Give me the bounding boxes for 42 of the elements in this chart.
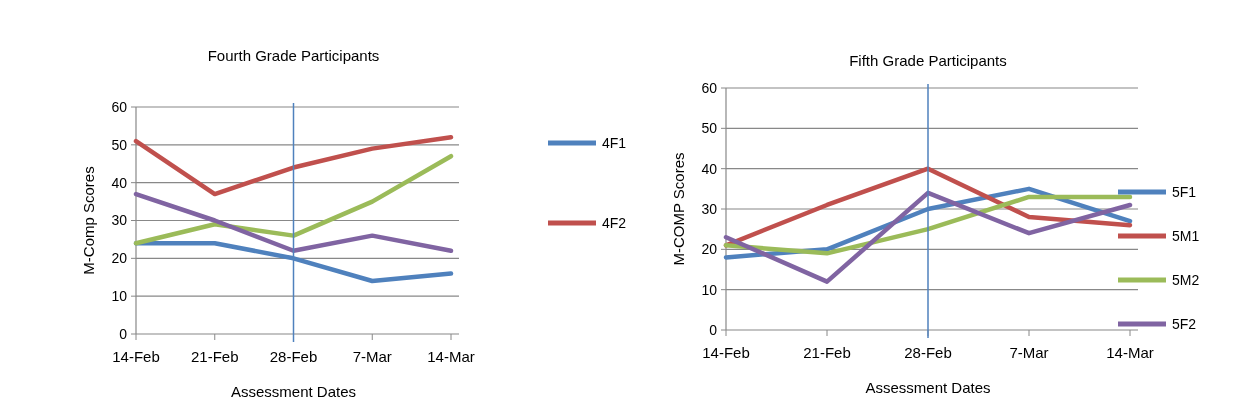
y-tick-label: 60	[111, 98, 128, 115]
y-tick-label: 40	[701, 160, 718, 177]
x-tick-label: 7-Mar	[1009, 344, 1049, 361]
legend-label: 4F2	[602, 214, 627, 231]
y-tick-label: 30	[111, 212, 128, 229]
y-tick-label: 60	[701, 79, 718, 96]
x-tick-label: 14-Feb	[112, 348, 160, 365]
y-axis-title: M-Comp Scores	[80, 166, 97, 275]
x-axis-title: Assessment Dates	[230, 383, 357, 400]
line-series	[133, 191, 454, 254]
y-tick-label: 50	[701, 120, 718, 137]
x-tick-label: 28-Feb	[904, 344, 952, 361]
x-tick-label: 21-Feb	[803, 344, 851, 361]
legend-label: 4F1	[602, 134, 627, 151]
legend-label: 5F1	[1172, 183, 1197, 200]
legend-label: 5M2	[1172, 271, 1200, 288]
line-series	[133, 135, 454, 197]
x-axis-title: Assessment Dates	[865, 379, 991, 396]
line-series	[723, 194, 1133, 256]
x-tick-label: 14-Mar	[1106, 344, 1154, 361]
y-tick-label: 0	[119, 325, 128, 342]
x-tick-label: 21-Feb	[190, 348, 239, 365]
y-tick-label: 10	[701, 281, 718, 298]
y-tick-label: 20	[111, 250, 128, 267]
chart-title: Fourth Grade Participants	[207, 47, 380, 64]
y-tick-label: 20	[701, 241, 718, 258]
y-tick-label: 10	[111, 288, 128, 305]
line-series	[723, 190, 1133, 284]
line-series	[133, 153, 454, 246]
line-series	[723, 166, 1133, 248]
chart-title: Fifth Grade Participants	[849, 52, 1007, 69]
y-tick-label: 0	[709, 321, 718, 338]
legend-label: 5F2	[1172, 315, 1197, 332]
x-tick-label: 28-Feb	[269, 348, 318, 365]
y-tick-label: 40	[111, 174, 128, 191]
x-tick-label: 14-Mar	[427, 348, 475, 365]
x-tick-label: 7-Mar	[352, 348, 392, 365]
y-tick-label: 30	[701, 200, 718, 217]
y-axis-title: M-COMP Scores	[670, 152, 687, 266]
y-tick-label: 50	[111, 136, 128, 153]
x-tick-label: 14-Feb	[702, 344, 750, 361]
legend-label: 5M1	[1172, 227, 1200, 244]
